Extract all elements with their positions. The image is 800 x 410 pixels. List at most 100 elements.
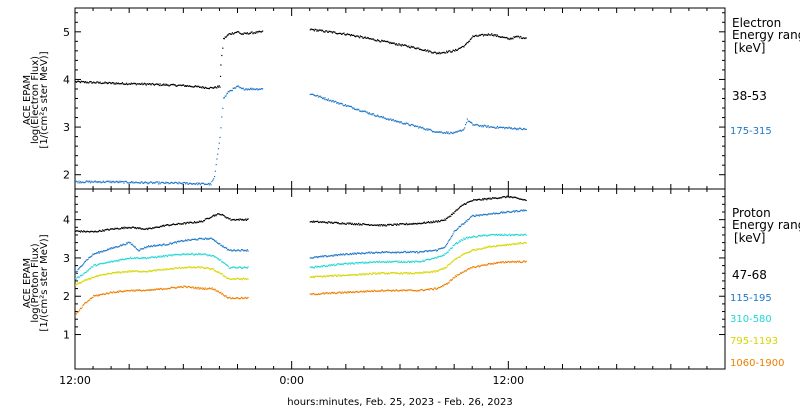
proton-point [158,255,160,257]
electron-point [318,95,320,98]
proton-point [127,258,129,260]
proton-point [473,235,476,237]
electron-point [162,84,164,86]
electron-point [336,33,338,35]
proton-point [505,234,507,236]
proton-point [419,271,421,273]
proton-point [339,263,341,265]
proton-point [430,258,432,260]
proton-point [166,256,169,258]
electron-point [187,85,189,87]
proton-point [484,246,486,248]
proton-point [199,253,201,255]
electron-point [386,118,388,120]
proton-point [166,268,169,270]
electron-point [423,49,425,51]
electron-point [224,36,226,38]
proton-point [100,251,102,253]
proton-point [108,248,110,250]
electron-point [379,116,381,118]
proton-point [210,237,212,239]
proton-point [457,208,459,210]
electron-point [327,99,329,101]
proton-point [84,231,86,233]
proton-point [394,223,396,225]
proton-point [309,293,311,295]
electron-point [315,29,317,31]
electron-point [228,33,230,35]
proton-point [365,224,367,226]
electron-point [165,181,167,183]
proton-point [102,230,105,232]
electron-point [245,88,248,90]
proton-point [118,272,120,274]
proton-point [164,255,166,257]
proton-point [81,306,83,308]
proton-point [415,250,417,253]
proton-point [463,271,465,273]
proton-point [172,254,174,256]
proton-point [358,274,360,276]
proton-point [336,254,338,256]
proton-point [360,253,362,255]
proton-point [363,223,365,225]
proton-point [378,260,380,262]
proton-point [400,272,402,274]
electron-point [176,182,178,184]
proton-point [93,276,96,278]
proton-point [362,252,364,254]
proton-point [95,253,97,255]
proton-point [503,212,505,214]
electron-point [225,36,227,38]
proton-point [327,265,329,267]
proton-point [387,251,389,253]
proton-point [102,293,105,295]
proton-point [135,248,137,250]
proton-point [224,262,226,264]
electron-point [494,35,496,37]
proton-point [412,223,414,225]
proton-point [98,263,100,265]
electron-point [167,182,169,184]
proton-point [96,294,98,296]
proton-point [139,249,141,252]
proton-point [436,220,438,222]
electron-point [200,183,202,185]
proton-point [244,278,246,280]
proton-point [148,257,151,259]
proton-point [157,288,159,291]
proton-point [192,222,194,224]
proton-point [187,221,189,223]
proton-point [437,220,439,222]
proton-point [159,256,161,258]
electron-point [458,130,460,132]
proton-point [514,243,517,245]
electron-point [449,50,451,52]
proton-point [356,252,358,254]
proton-point [130,271,132,273]
proton-point [94,295,96,297]
proton-point [398,273,400,275]
proton-point [519,242,521,244]
proton-point [311,257,313,259]
proton-point [144,228,146,230]
proton-point [321,265,323,267]
proton-point [353,253,355,255]
electron-point [130,181,132,183]
proton-point [337,274,339,276]
electron-point [182,84,184,86]
proton-point [170,242,172,244]
electron-point [153,84,155,86]
proton-point [119,271,121,273]
proton-point [139,227,141,229]
proton-point [100,293,102,295]
proton-point [327,292,329,294]
electron-point [213,178,215,180]
proton-point [245,278,247,280]
proton-point [135,289,137,291]
proton-point [427,221,430,223]
proton-point [413,222,415,224]
proton-point [225,246,227,249]
proton-point [497,197,499,199]
proton-point [433,270,435,272]
